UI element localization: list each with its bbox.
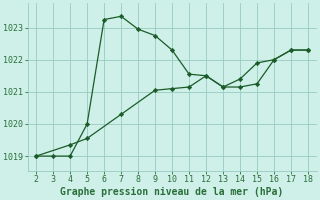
X-axis label: Graphe pression niveau de la mer (hPa): Graphe pression niveau de la mer (hPa) xyxy=(60,186,284,197)
